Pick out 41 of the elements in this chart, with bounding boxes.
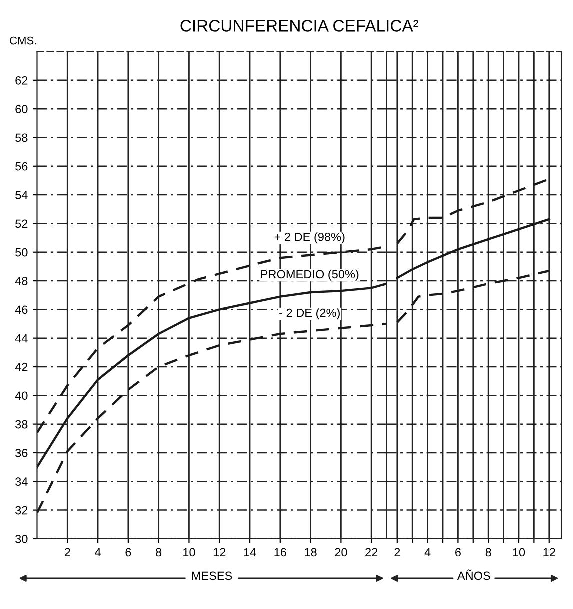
y-tick-label: 32 bbox=[16, 506, 28, 515]
x-tick-label: 10 bbox=[513, 548, 526, 557]
y-tick-label: 36 bbox=[16, 449, 28, 458]
x-tick-label: 12 bbox=[214, 548, 226, 557]
x-axis-title: MESES bbox=[192, 572, 232, 580]
series-label: PROMEDIO (50%) bbox=[261, 270, 359, 281]
y-tick-label: 62 bbox=[16, 76, 28, 85]
y-tick-label: 46 bbox=[15, 306, 28, 314]
y-tick-label: 58 bbox=[16, 134, 28, 142]
y-tick-label: 60 bbox=[16, 105, 28, 114]
x-tick-label: 2 bbox=[394, 548, 400, 557]
x-tick-label: 22 bbox=[366, 548, 378, 557]
y-tick-label: 42 bbox=[15, 363, 28, 372]
y-tick-label: 56 bbox=[16, 162, 28, 171]
series-label: - 2 DE (2%) bbox=[280, 308, 340, 320]
series-label: + 2 DE (98%) bbox=[274, 232, 345, 244]
x-tick-label: 6 bbox=[456, 548, 461, 557]
y-tick-label: 44 bbox=[15, 334, 28, 343]
x-tick-label: 8 bbox=[156, 548, 162, 557]
x-tick-label: 16 bbox=[274, 548, 286, 557]
x-tick-label: 18 bbox=[305, 548, 317, 557]
y-tick-label: 52 bbox=[16, 220, 28, 228]
y-tick-label: 50 bbox=[16, 248, 28, 257]
y-tick-label: 38 bbox=[16, 420, 28, 429]
x-tick-label: 12 bbox=[544, 548, 556, 557]
y-tick-label: 54 bbox=[16, 191, 28, 200]
x-tick-label: 10 bbox=[184, 548, 196, 557]
y-axis-title: CMS. bbox=[10, 36, 36, 45]
x-tick-label: 2 bbox=[64, 548, 70, 557]
x-tick-label: 4 bbox=[424, 548, 431, 557]
x-tick-label: 6 bbox=[126, 548, 132, 557]
x-tick-label: 14 bbox=[244, 548, 256, 557]
y-tick-label: 34 bbox=[16, 478, 28, 486]
y-tick-label: 30 bbox=[16, 535, 28, 544]
x-tick-label: 20 bbox=[335, 548, 348, 557]
x-tick-label: 4 bbox=[95, 548, 101, 557]
y-tick-label: 48 bbox=[15, 277, 28, 286]
chart-title: CIRCUNFERENCIA CEFALICA² bbox=[180, 20, 419, 32]
x-axis-title: AÑOS bbox=[457, 570, 490, 580]
y-tick-label: 40 bbox=[15, 392, 28, 400]
x-tick-label: 8 bbox=[486, 548, 492, 557]
